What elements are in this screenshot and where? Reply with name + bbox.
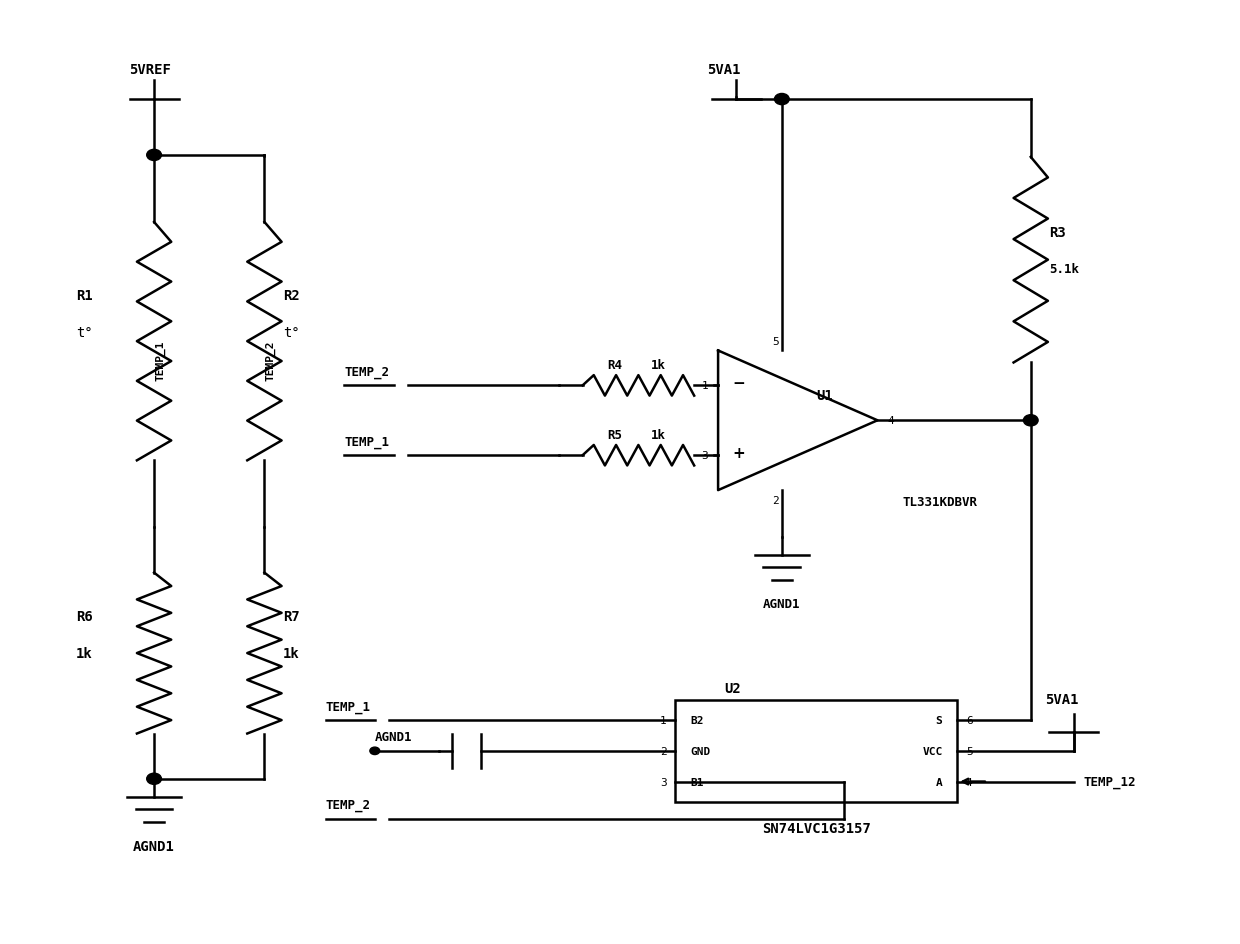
Text: U1: U1 [816, 388, 833, 402]
Text: R1: R1 [76, 288, 93, 302]
Text: 1k: 1k [651, 359, 666, 372]
Text: 5: 5 [966, 746, 972, 756]
Text: R5: R5 [608, 429, 622, 442]
Text: AGND1: AGND1 [763, 598, 801, 611]
Text: TEMP_2: TEMP_2 [326, 799, 371, 812]
Text: 3: 3 [702, 450, 708, 461]
Text: 3: 3 [660, 777, 667, 786]
Text: 4: 4 [888, 416, 894, 426]
Text: R2: R2 [283, 288, 300, 302]
Circle shape [146, 150, 161, 161]
Text: 1k: 1k [76, 647, 93, 661]
Text: R4: R4 [608, 359, 622, 372]
Text: t°: t° [283, 326, 300, 340]
Text: TEMP_1: TEMP_1 [326, 700, 371, 713]
Circle shape [370, 748, 379, 755]
Text: 5VA1: 5VA1 [1044, 692, 1078, 706]
Text: 1k: 1k [651, 429, 666, 442]
Text: S: S [936, 716, 942, 725]
Text: 2: 2 [773, 496, 779, 505]
Bar [675, 700, 957, 802]
Text: B2: B2 [689, 716, 703, 725]
Circle shape [146, 773, 161, 784]
Text: t°: t° [76, 326, 93, 340]
Text: +: + [733, 446, 745, 461]
Text: 1: 1 [702, 381, 708, 391]
Text: VCC: VCC [923, 746, 942, 756]
Text: 1: 1 [660, 716, 667, 725]
Text: TEMP_2: TEMP_2 [345, 365, 389, 379]
Text: 1k: 1k [283, 647, 300, 661]
Text: 2: 2 [660, 746, 667, 756]
Text: 6: 6 [966, 716, 972, 725]
Text: TEMP_1: TEMP_1 [345, 435, 389, 448]
Text: 5VREF: 5VREF [129, 62, 171, 76]
Text: AGND1: AGND1 [133, 839, 175, 853]
Text: TEMP_12: TEMP_12 [1084, 775, 1136, 788]
Circle shape [1023, 415, 1038, 427]
Text: SN74LVC1G3157: SN74LVC1G3157 [761, 820, 870, 834]
Text: TEMP_1: TEMP_1 [155, 340, 165, 380]
Circle shape [775, 94, 789, 106]
Text: −: − [733, 376, 745, 391]
Text: GND: GND [689, 746, 711, 756]
Text: 5: 5 [773, 336, 779, 346]
Text: A: A [936, 777, 942, 786]
Text: TL331KDBVR: TL331KDBVR [901, 496, 977, 508]
Text: 4: 4 [966, 777, 972, 786]
Text: R7: R7 [283, 609, 300, 623]
Text: R3: R3 [1049, 226, 1066, 240]
Text: AGND1: AGND1 [374, 731, 412, 744]
Text: U2: U2 [724, 682, 742, 695]
Text: B1: B1 [689, 777, 703, 786]
Text: R6: R6 [76, 609, 93, 623]
Text: 5.1k: 5.1k [1049, 263, 1079, 277]
Text: TEMP_2: TEMP_2 [265, 340, 275, 380]
Text: 5VA1: 5VA1 [708, 62, 742, 76]
